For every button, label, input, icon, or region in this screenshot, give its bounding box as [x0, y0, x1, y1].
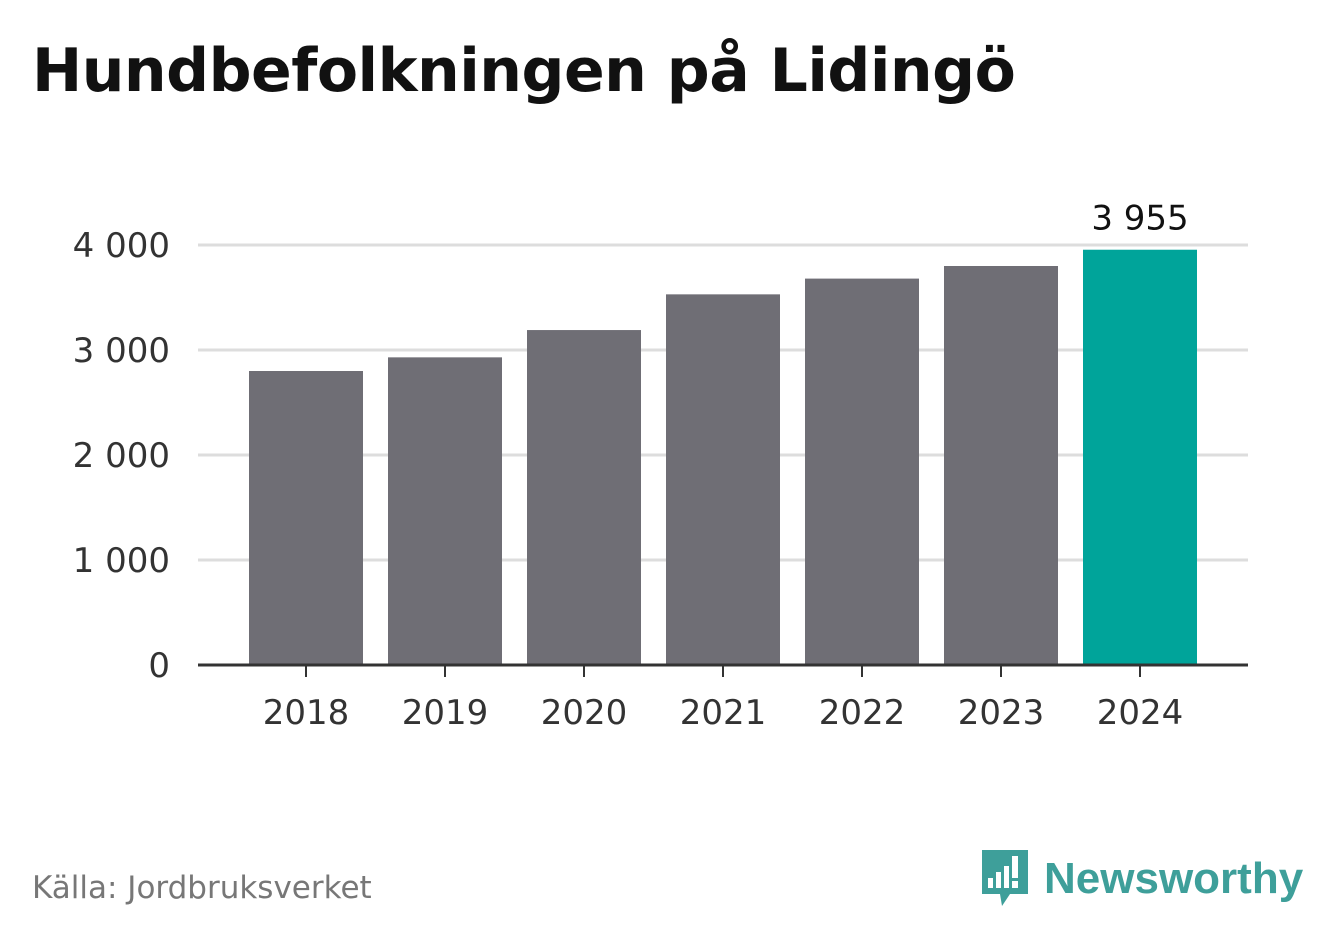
brand-logo: Newsworthy	[980, 848, 1303, 910]
x-axis-ticks: 2018 2019 2020 2021 2022 2023 2024	[263, 693, 1184, 733]
y-tick-label: 1 000	[73, 541, 170, 581]
chart-title: Hundbefolkningen på Lidingö	[32, 36, 1016, 106]
bar-2018	[249, 371, 363, 665]
bars	[249, 249, 1197, 665]
data-label: 3 955	[1091, 199, 1188, 239]
bar-2020	[527, 330, 641, 665]
bar-chart-speech-bubble-icon	[982, 850, 1028, 906]
bar-2022	[805, 278, 919, 665]
bar-2023	[944, 266, 1058, 665]
bar-2019	[388, 357, 502, 665]
x-axis	[198, 663, 1248, 677]
source-note: Källa: Jordbruksverket	[32, 870, 372, 906]
x-tick-label: 2020	[541, 693, 628, 733]
y-tick-label: 4 000	[73, 226, 170, 266]
x-tick-label: 2018	[263, 693, 350, 733]
y-tick-label: 3 000	[73, 331, 170, 371]
x-tick-label: 2019	[402, 693, 489, 733]
x-tick-label: 2021	[680, 693, 767, 733]
y-axis-ticks: 0 1 000 2 000 3 000 4 000	[73, 226, 170, 686]
bar-2021	[666, 294, 780, 665]
bar-2024	[1083, 249, 1197, 665]
brand-name: Newsworthy	[1044, 854, 1304, 903]
x-tick-label: 2023	[958, 693, 1045, 733]
x-tick-label: 2024	[1097, 693, 1184, 733]
y-tick-label: 0	[148, 646, 170, 686]
y-tick-label: 2 000	[73, 436, 170, 476]
x-tick-label: 2022	[819, 693, 906, 733]
data-labels: 3 955	[1091, 199, 1188, 239]
